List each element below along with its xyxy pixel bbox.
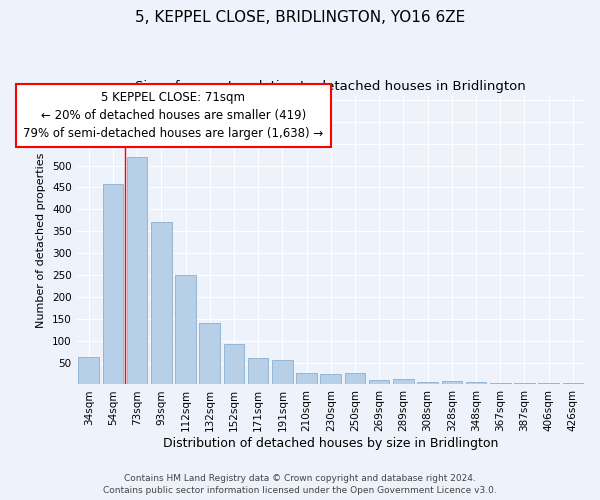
Bar bbox=[369, 380, 389, 384]
Bar bbox=[224, 344, 244, 384]
Bar bbox=[418, 382, 438, 384]
Bar bbox=[272, 360, 293, 384]
Bar bbox=[248, 358, 268, 384]
Bar bbox=[466, 382, 487, 384]
Text: 5, KEPPEL CLOSE, BRIDLINGTON, YO16 6ZE: 5, KEPPEL CLOSE, BRIDLINGTON, YO16 6ZE bbox=[135, 10, 465, 25]
Bar bbox=[393, 379, 414, 384]
Bar bbox=[320, 374, 341, 384]
X-axis label: Distribution of detached houses by size in Bridlington: Distribution of detached houses by size … bbox=[163, 437, 499, 450]
Bar bbox=[296, 373, 317, 384]
Title: Size of property relative to detached houses in Bridlington: Size of property relative to detached ho… bbox=[136, 80, 526, 93]
Bar bbox=[538, 382, 559, 384]
Bar bbox=[79, 358, 99, 384]
Bar bbox=[514, 382, 535, 384]
Bar bbox=[563, 383, 583, 384]
Text: Contains HM Land Registry data © Crown copyright and database right 2024.
Contai: Contains HM Land Registry data © Crown c… bbox=[103, 474, 497, 495]
Bar bbox=[490, 382, 511, 384]
Y-axis label: Number of detached properties: Number of detached properties bbox=[37, 152, 46, 328]
Bar bbox=[344, 372, 365, 384]
Text: 5 KEPPEL CLOSE: 71sqm
← 20% of detached houses are smaller (419)
79% of semi-det: 5 KEPPEL CLOSE: 71sqm ← 20% of detached … bbox=[23, 91, 323, 140]
Bar bbox=[127, 157, 148, 384]
Bar bbox=[103, 184, 123, 384]
Bar bbox=[175, 275, 196, 384]
Bar bbox=[151, 222, 172, 384]
Bar bbox=[199, 323, 220, 384]
Bar bbox=[442, 380, 462, 384]
